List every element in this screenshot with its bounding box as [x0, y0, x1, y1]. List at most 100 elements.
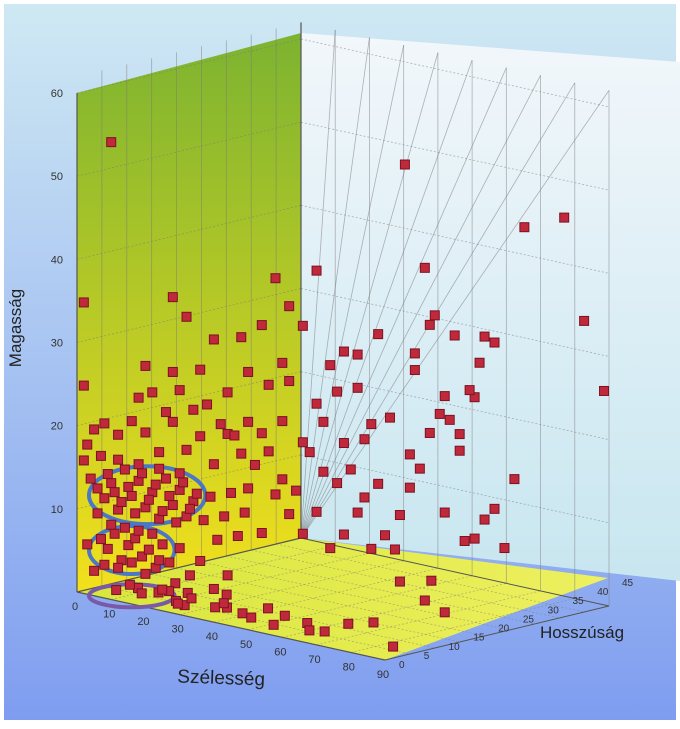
data-point: [426, 575, 437, 586]
data-point: [226, 487, 236, 498]
data-point: [154, 555, 165, 566]
data-point: [174, 385, 185, 396]
data-point: [243, 416, 254, 427]
grid-line: [226, 555, 535, 625]
x-axis-line: [76, 591, 386, 661]
data-point: [394, 576, 405, 587]
grid-line: [145, 552, 370, 608]
data-point: [157, 539, 168, 550]
data-point: [137, 551, 148, 562]
y-tick-label: 40: [597, 587, 609, 598]
data-point: [143, 544, 154, 555]
data-point: [325, 543, 336, 554]
data-point: [78, 297, 89, 308]
data-point: [338, 346, 349, 357]
data-point: [474, 357, 485, 368]
data-point: [119, 522, 130, 533]
data-point: [318, 416, 329, 427]
data-point: [277, 416, 288, 427]
grid-line: [300, 121, 610, 191]
z-tick-label: 50: [51, 171, 63, 183]
data-point: [304, 625, 315, 636]
data-point: [424, 319, 435, 330]
x-tick-label: 10: [103, 609, 115, 621]
data-point: [419, 595, 430, 606]
data-point: [126, 416, 137, 427]
data-point: [184, 503, 195, 514]
data-point: [215, 419, 226, 430]
grid-line: [300, 38, 610, 108]
floor: [77, 538, 608, 660]
data-point: [454, 445, 465, 456]
data-point: [304, 447, 315, 458]
data-point: [181, 311, 192, 322]
data-point: [160, 473, 171, 484]
data-point: [311, 398, 322, 409]
data-point: [191, 488, 202, 499]
data-point: [291, 485, 302, 496]
data-point: [394, 510, 405, 521]
data-point: [109, 487, 120, 498]
z-tick-label: 30: [51, 338, 63, 350]
data-point: [479, 514, 490, 525]
data-point: [130, 508, 141, 519]
data-point: [147, 528, 158, 539]
data-point: [106, 137, 117, 148]
data-point: [205, 491, 216, 502]
data-point: [384, 412, 395, 423]
x-tick-label: 50: [240, 639, 252, 651]
grid-line: [76, 38, 302, 94]
data-point: [414, 463, 425, 474]
data-point: [277, 357, 288, 368]
data-point: [279, 610, 290, 621]
data-point: [78, 455, 89, 466]
data-point: [389, 544, 400, 555]
data-point: [263, 379, 274, 390]
data-point: [338, 438, 349, 449]
data-point: [174, 468, 185, 479]
data-point: [479, 331, 490, 342]
data-point: [85, 473, 96, 484]
data-point: [157, 584, 168, 595]
data-point: [284, 301, 295, 312]
data-point: [82, 439, 93, 450]
data-point: [198, 515, 209, 526]
data-point: [195, 431, 206, 442]
data-point: [409, 365, 420, 376]
data-point: [509, 474, 520, 485]
x-tick-label: 80: [343, 661, 355, 673]
data-point: [92, 508, 103, 519]
data-point: [106, 478, 117, 489]
grid-line: [300, 204, 610, 274]
data-point: [170, 578, 181, 589]
grid-line: [111, 545, 336, 600]
x-tick-label: 0: [72, 601, 78, 613]
x-tick-label: 40: [206, 631, 218, 643]
data-point: [208, 334, 219, 345]
data-point: [270, 273, 281, 284]
grid-line: [316, 590, 541, 646]
data-point: [237, 608, 248, 619]
data-point: [113, 454, 124, 465]
data-point: [126, 490, 137, 501]
y-tick-label: 15: [473, 633, 485, 644]
data-point: [218, 598, 229, 609]
data-point: [449, 330, 460, 341]
data-point: [429, 310, 440, 321]
grid-line: [300, 371, 610, 441]
data-point: [439, 607, 450, 618]
data-point: [181, 444, 192, 455]
data-point: [99, 493, 110, 504]
data-point: [345, 464, 356, 475]
data-point: [147, 387, 158, 398]
grid-line: [179, 560, 404, 616]
data-point: [434, 408, 445, 419]
data-point: [95, 450, 106, 461]
data-point: [404, 449, 415, 460]
cluster-ellipse: [86, 524, 177, 577]
data-point: [167, 292, 178, 303]
y-tick-label: 25: [523, 614, 535, 625]
data-point: [239, 507, 250, 518]
